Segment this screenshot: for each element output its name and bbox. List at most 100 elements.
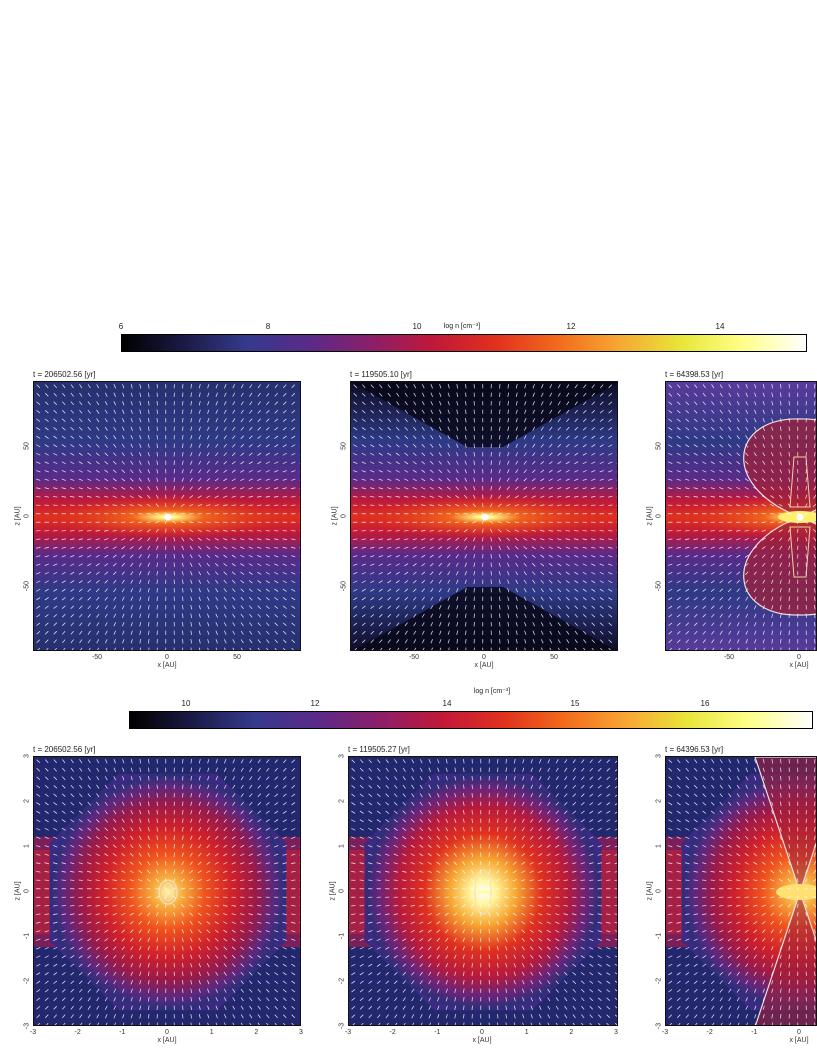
velocity-vector: [702, 836, 707, 840]
velocity-vector: [471, 835, 474, 840]
velocity-vector: [113, 639, 116, 644]
velocity-vector: [44, 871, 49, 873]
velocity-vector: [88, 1022, 91, 1025]
velocity-vector: [591, 470, 596, 473]
velocity-vector: [557, 478, 562, 482]
velocity-vector: [574, 426, 579, 431]
velocity-vector: [248, 452, 253, 456]
velocity-vector: [614, 871, 617, 873]
velocity-vector: [421, 452, 426, 457]
velocity-vector: [36, 478, 41, 481]
velocity-vector: [146, 529, 151, 533]
velocity-vector: [614, 820, 617, 823]
velocity-vector: [95, 963, 100, 968]
velocity-vector: [599, 384, 604, 389]
velocity-vector: [779, 793, 782, 798]
velocity-vector: [719, 435, 724, 440]
velocity-vector: [813, 554, 816, 559]
velocity-vector: [694, 384, 698, 389]
velocity-vector: [572, 784, 577, 789]
velocity-vector: [182, 776, 184, 781]
velocity-vector: [378, 452, 383, 456]
y-tick-label: 1: [23, 844, 31, 848]
velocity-vector: [181, 545, 185, 550]
velocity-vector: [812, 503, 816, 507]
velocity-vector: [240, 988, 244, 993]
velocity-vector: [299, 770, 300, 772]
velocity-vector: [156, 801, 158, 806]
velocity-vector: [240, 827, 245, 832]
velocity-vector: [387, 478, 392, 481]
velocity-vector: [515, 647, 518, 650]
x-axis-label: x [AU]: [474, 662, 494, 669]
velocity-vector: [805, 528, 808, 533]
velocity-vector: [668, 427, 673, 431]
velocity-vector: [36, 963, 41, 967]
velocity-vector: [538, 1005, 542, 1010]
velocity-vector: [351, 862, 356, 865]
velocity-vector: [147, 494, 151, 499]
velocity-vector: [447, 639, 450, 644]
velocity-vector: [351, 963, 356, 967]
velocity-vector: [206, 853, 211, 857]
velocity-vector: [139, 622, 142, 627]
panel-title: t = 64396.53 [yr]: [665, 745, 724, 754]
velocity-vector: [736, 759, 740, 764]
velocity-vector: [745, 639, 748, 644]
velocity-vector: [299, 597, 300, 599]
velocity-vector: [291, 435, 296, 439]
velocity-vector: [87, 929, 92, 933]
velocity-vector: [779, 460, 782, 465]
velocity-vector: [507, 426, 510, 431]
velocity-vector: [405, 647, 408, 650]
velocity-vector: [490, 562, 492, 567]
velocity-vector: [129, 495, 134, 499]
velocity-vector: [257, 913, 262, 916]
velocity-vector: [147, 460, 150, 465]
velocity-vector: [693, 845, 698, 848]
velocity-vector: [182, 980, 184, 985]
velocity-vector: [676, 802, 681, 806]
velocity-vector: [582, 461, 587, 465]
velocity-vector: [402, 776, 406, 781]
velocity-vector: [411, 997, 415, 1002]
velocity-vector: [436, 929, 441, 934]
velocity-vector: [404, 478, 409, 482]
velocity-vector: [95, 504, 100, 506]
velocity-vector: [428, 776, 432, 781]
velocity-vector: [753, 521, 758, 523]
velocity-vector: [505, 776, 508, 781]
velocity-vector: [574, 639, 578, 644]
velocity-vector: [121, 810, 125, 815]
velocity-vector: [361, 563, 366, 566]
velocity-vector: [206, 486, 211, 490]
velocity-vector: [597, 845, 602, 848]
velocity-vector: [36, 639, 41, 644]
velocity-vector: [274, 845, 279, 848]
velocity-vector: [291, 470, 296, 473]
velocity-vector: [497, 759, 499, 764]
velocity-vector: [87, 905, 92, 907]
velocity-vector: [130, 418, 133, 423]
velocity-vector: [762, 622, 765, 627]
velocity-vector: [507, 460, 510, 465]
velocity-vector: [44, 793, 49, 797]
velocity-vector: [447, 613, 450, 618]
velocity-vector: [538, 818, 542, 823]
velocity-vector: [565, 563, 570, 567]
velocity-vector: [456, 426, 459, 431]
x-tick-label: 1: [524, 1029, 529, 1036]
velocity-vector: [761, 546, 766, 550]
velocity-vector: [572, 988, 577, 993]
velocity-vector: [540, 401, 544, 406]
velocity-vector: [206, 861, 211, 865]
velocity-vector: [87, 921, 92, 924]
velocity-vector: [95, 469, 100, 473]
velocity-vector: [523, 571, 527, 576]
velocity-vector: [291, 836, 296, 839]
velocity-vector: [812, 529, 816, 533]
velocity-vector: [198, 827, 202, 832]
velocity-vector: [248, 836, 253, 840]
velocity-vector: [156, 971, 158, 976]
velocity-vector: [436, 937, 440, 942]
